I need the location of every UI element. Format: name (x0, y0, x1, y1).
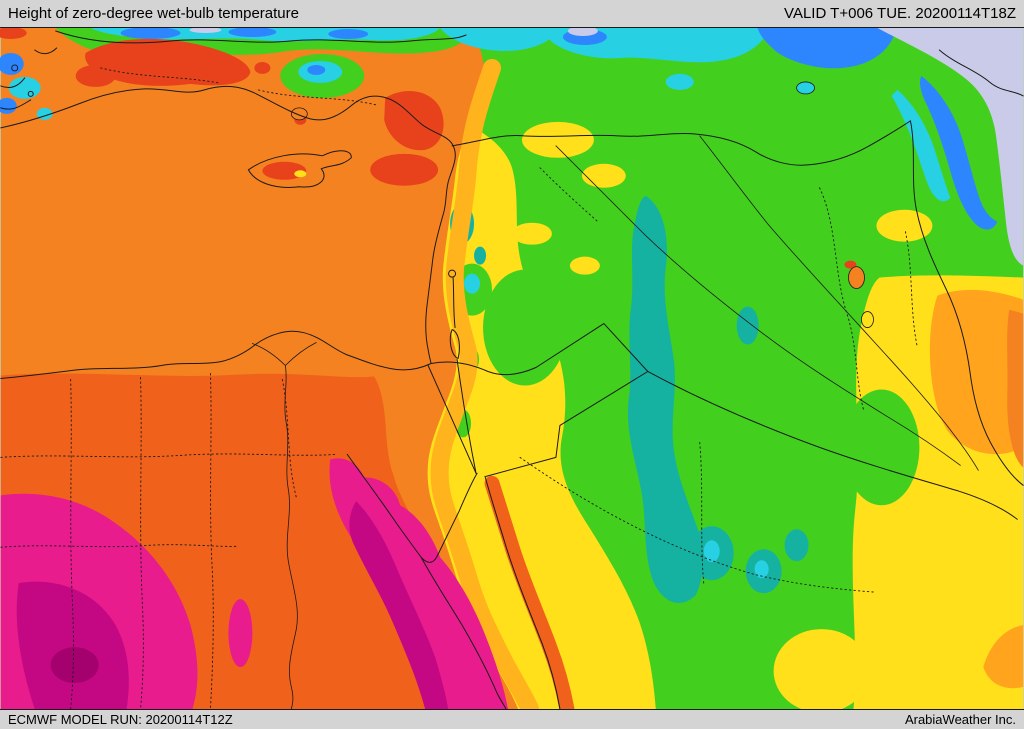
attribution-label: ArabiaWeather Inc. (904, 711, 1016, 727)
map-header: Height of zero-degree wet-bulb temperatu… (0, 0, 1024, 28)
dead-sea (449, 329, 460, 360)
map-title: Height of zero-degree wet-bulb temperatu… (8, 5, 299, 22)
mediterranean-coastline (0, 85, 456, 379)
map-canvas (0, 28, 1024, 709)
tigris-river (699, 135, 979, 471)
red-sea-east-coast (484, 475, 561, 709)
euphrates-river (555, 145, 961, 466)
sinai-coastline (346, 453, 478, 563)
model-run-label: ECMWF MODEL RUN: 20200114T12Z (8, 711, 233, 727)
jordan-river (452, 277, 456, 329)
turkey-syria-border (451, 120, 911, 166)
red-sea-west-coast (420, 556, 507, 709)
weather-map-svg (0, 28, 1024, 709)
contour-fill-layers (0, 28, 1024, 709)
aegean-coast (0, 47, 58, 110)
nile-river (251, 342, 317, 709)
iraq-saudi-border (647, 370, 1018, 520)
map-borders (0, 30, 1024, 709)
syria-jordan-border (430, 361, 537, 376)
caspian-coast (938, 49, 1024, 97)
iraq-iran-border (909, 120, 1024, 486)
black-sea-coast (55, 30, 467, 44)
aegean-island (27, 90, 34, 97)
aegean-island (11, 64, 19, 72)
map-footer: ECMWF MODEL RUN: 20200114T12Z ArabiaWeat… (0, 709, 1024, 728)
admin-boundaries-dotted (0, 67, 918, 709)
sea-of-galilee (448, 269, 457, 278)
israel-jordan-border (456, 359, 477, 474)
valid-time-label: VALID T+006 TUE. 20200114T18Z (784, 5, 1016, 22)
israel-egypt-border (427, 365, 477, 474)
jordan-border-zigzag (485, 323, 649, 477)
